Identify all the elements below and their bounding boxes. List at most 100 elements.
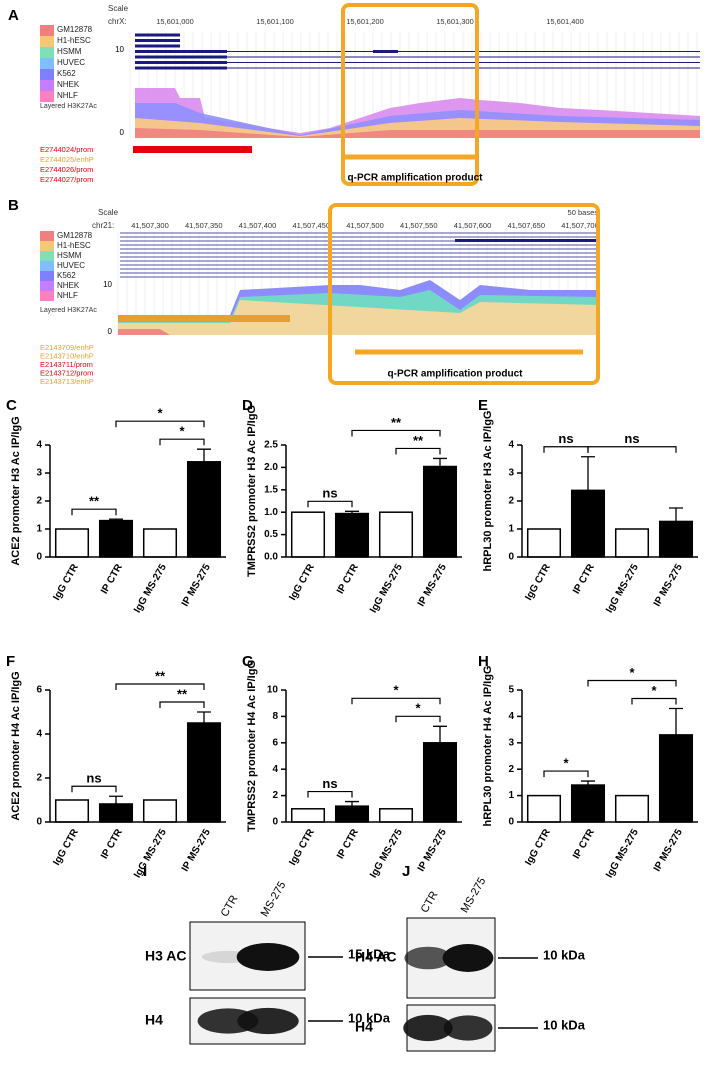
transcript-exon: [135, 66, 227, 70]
element-label: E2143712/prom: [40, 368, 93, 377]
signal-layer: [135, 128, 700, 138]
x-tick-label: IgG CTR: [523, 562, 553, 603]
x-tick-label: IgG MS-275: [132, 827, 169, 880]
position-label: 15,601,100: [256, 17, 294, 26]
y-axis-label: ACE2 promoter H4 Ac IP/IgG: [10, 671, 22, 820]
panel-letter: E: [478, 397, 488, 414]
significance-bracket: [351, 429, 441, 437]
bar: [54, 528, 90, 558]
panel-letter: A: [8, 7, 19, 24]
x-tick-label: IgG MS-275: [604, 827, 641, 880]
panel-letter: B: [8, 197, 19, 214]
significance-bracket: [307, 790, 353, 798]
transcript-exon: [135, 50, 227, 53]
legend-label: NHEK: [57, 281, 80, 290]
y-tick-label: 4: [508, 440, 514, 451]
error-bar: [433, 725, 447, 743]
x-tick-label: IP CTR: [571, 827, 597, 861]
legend-label: H1-hESC: [57, 36, 91, 45]
legend-label: HUVEC: [57, 261, 85, 270]
track-axis-label: 10: [115, 45, 124, 54]
x-tick-label: IgG CTR: [51, 562, 81, 603]
bar: [98, 519, 134, 558]
bar: [378, 808, 414, 823]
blot-band: [403, 1014, 453, 1042]
y-axis-label: TMPRSS2 promoter H3 Ac IP/IgG: [246, 405, 258, 577]
significance-label: *: [651, 683, 657, 698]
bar: [186, 461, 222, 558]
y-tick-label: 4: [36, 440, 42, 451]
x-tick-label: IgG CTR: [523, 827, 553, 868]
blot-band: [442, 944, 494, 972]
legend-label: H1-hESC: [57, 241, 91, 250]
element-label: E2744024/prom: [40, 145, 93, 154]
row-label: H3 AC: [145, 948, 187, 964]
lane-label: CTR: [419, 889, 441, 915]
x-tick-label: IP MS-275: [416, 562, 449, 609]
significance-label: *: [629, 665, 635, 680]
bar: [54, 799, 90, 823]
lane-label: MS-275: [459, 876, 489, 915]
element-label: E2744027/prom: [40, 175, 93, 184]
significance-label: **: [155, 668, 166, 683]
significance-bracket: [587, 446, 677, 453]
legend-label: GM12878: [57, 231, 93, 240]
position-label: 15,601,200: [346, 17, 384, 26]
panel-letter: D: [242, 397, 253, 414]
y-tick-label: 4: [36, 729, 42, 740]
y-tick-label: 0.0: [264, 552, 278, 563]
significance-label: **: [391, 415, 402, 430]
position-label: 41,507,300: [131, 221, 169, 230]
panel-letter: C: [6, 397, 17, 414]
element-label: E2143713/enhP: [40, 377, 94, 386]
y-tick-label: 2: [36, 773, 42, 784]
error-bar: [581, 456, 595, 491]
legend-label: HUVEC: [57, 58, 85, 67]
transcript: [135, 39, 180, 42]
y-tick-label: 1: [508, 790, 514, 801]
position-label: 41,507,550: [400, 221, 438, 230]
significance-label: ns: [624, 431, 639, 446]
y-axis-label: ACE2 promoter H3 Ac IP/IgG: [10, 416, 22, 565]
bar: [142, 799, 178, 823]
legend-swatch: [40, 91, 54, 102]
transcript: [135, 33, 180, 37]
track-axis-label: 0: [120, 128, 125, 137]
significance-label: *: [563, 756, 569, 771]
x-tick-label: IgG MS-275: [604, 562, 641, 615]
amplicon-label: q-PCR amplification product: [348, 173, 484, 184]
significance-bracket: [159, 701, 205, 708]
chrom-label: chr21:: [92, 221, 114, 230]
y-tick-label: 3: [508, 737, 514, 748]
marker-size: 10 kDa: [543, 947, 586, 962]
significance-label: *: [157, 406, 163, 421]
x-tick-label: IgG CTR: [287, 827, 317, 868]
bar: [422, 742, 458, 823]
row-label: H4: [355, 1019, 373, 1035]
x-tick-label: IP MS-275: [416, 827, 449, 874]
legend-swatch: [40, 36, 54, 47]
y-tick-label: 6: [272, 737, 278, 748]
error-bar: [345, 800, 359, 807]
legend-label: NHEK: [57, 80, 80, 89]
position-label: 41,507,650: [507, 221, 545, 230]
significance-bracket: [395, 715, 441, 723]
panel-letter: J: [402, 863, 410, 880]
x-tick-label: IP MS-275: [180, 827, 213, 874]
y-tick-label: 2.5: [264, 440, 278, 451]
y-tick-label: 1: [36, 524, 42, 535]
bar: [186, 722, 222, 823]
x-tick-label: IP CTR: [99, 827, 125, 861]
bar: [658, 520, 694, 558]
error-bar: [433, 457, 447, 467]
element-bar: [118, 315, 290, 322]
x-tick-label: IgG MS-275: [132, 562, 169, 615]
y-tick-label: 0: [36, 817, 42, 828]
element-label: E2143709/enhP: [40, 343, 94, 352]
track-label: Layered H3K27Ac: [40, 307, 97, 314]
x-tick-label: IgG CTR: [51, 827, 81, 868]
legend-swatch: [40, 231, 54, 241]
x-tick-label: IP MS-275: [180, 562, 213, 609]
y-tick-label: 8: [272, 711, 278, 722]
track-axis-label: 10: [103, 280, 112, 289]
